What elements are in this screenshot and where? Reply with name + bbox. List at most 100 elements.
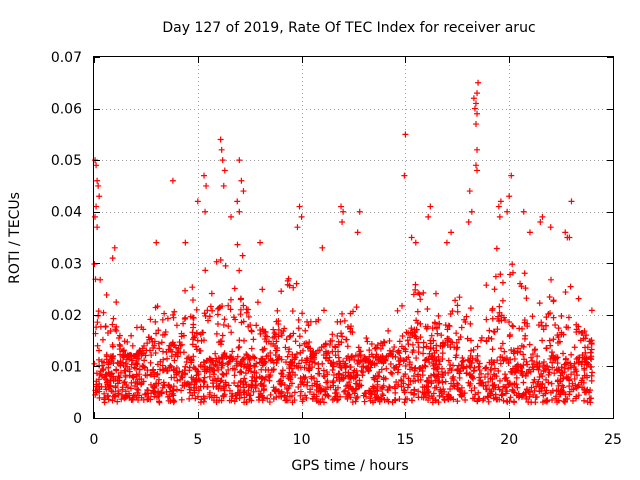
y-tick-label: 0.02 (51, 308, 82, 324)
data-point (520, 208, 527, 215)
data-point (255, 388, 262, 395)
x-tick-label: 20 (500, 432, 518, 448)
data-point (298, 213, 305, 220)
data-point (190, 353, 197, 360)
data-point (124, 338, 131, 345)
data-point (402, 131, 409, 138)
data-point (371, 391, 378, 398)
data-point (106, 385, 113, 392)
data-point (153, 239, 160, 246)
data-point (354, 393, 361, 400)
data-point (538, 370, 545, 377)
y-tick-label: 0.05 (51, 153, 82, 169)
data-point (220, 371, 227, 378)
data-point (168, 363, 175, 370)
data-point (299, 378, 306, 385)
data-point (401, 172, 408, 179)
data-point (359, 372, 366, 379)
data-point (248, 327, 255, 334)
data-point (320, 367, 327, 374)
data-point (368, 360, 375, 367)
data-point (352, 374, 359, 381)
data-point (195, 376, 202, 383)
data-point (523, 295, 530, 302)
data-point (227, 306, 234, 313)
data-point (442, 370, 449, 377)
data-point (329, 396, 336, 403)
data-point (191, 334, 198, 341)
data-point (499, 279, 506, 286)
data-point (474, 146, 481, 153)
data-point (278, 371, 285, 378)
data-point (141, 364, 148, 371)
data-point (472, 100, 479, 107)
data-point (542, 390, 549, 397)
data-point (115, 373, 122, 380)
data-point (568, 362, 575, 369)
data-point (547, 224, 554, 231)
data-point (189, 297, 196, 304)
data-point (304, 318, 311, 325)
data-point (562, 229, 569, 236)
data-point (475, 363, 482, 370)
data-point (426, 350, 433, 357)
data-point (148, 335, 155, 342)
data-point (192, 377, 199, 384)
data-point (415, 349, 422, 356)
data-point (229, 392, 236, 399)
data-point (237, 368, 244, 375)
data-point (167, 388, 174, 395)
data-point (221, 167, 228, 174)
data-point (161, 310, 168, 317)
data-point (221, 391, 228, 398)
data-point (540, 362, 547, 369)
data-point (124, 384, 131, 391)
data-point (434, 330, 441, 337)
data-point (581, 328, 588, 335)
data-point (190, 314, 197, 321)
data-point (231, 398, 238, 405)
data-point (433, 324, 440, 331)
data-point (507, 394, 514, 401)
data-point (550, 297, 557, 304)
data-point (574, 372, 581, 379)
data-point (168, 353, 175, 360)
data-point (422, 357, 429, 364)
data-point (497, 360, 504, 367)
data-point (425, 213, 432, 220)
data-point (273, 394, 280, 401)
data-point (584, 344, 591, 351)
data-point (537, 219, 544, 226)
data-point (240, 389, 247, 396)
data-point (543, 314, 550, 321)
data-point (126, 368, 133, 375)
data-point (431, 319, 438, 326)
data-point (214, 305, 221, 312)
data-point (513, 366, 520, 373)
data-point (579, 358, 586, 365)
data-point (117, 369, 124, 376)
data-point (126, 353, 133, 360)
data-point (524, 323, 531, 330)
data-point (411, 326, 418, 333)
data-point (568, 371, 575, 378)
data-point (372, 354, 379, 361)
data-point (583, 356, 590, 363)
data-point (282, 344, 289, 351)
data-point (457, 367, 464, 374)
data-point (158, 339, 165, 346)
data-point (344, 343, 351, 350)
data-point (547, 355, 554, 362)
data-point (181, 382, 188, 389)
data-point (193, 343, 200, 350)
data-point (141, 357, 148, 364)
data-point (456, 294, 463, 301)
data-point (476, 374, 483, 381)
data-point (430, 365, 437, 372)
data-point (376, 398, 383, 405)
data-point (563, 373, 570, 380)
data-point (571, 344, 578, 351)
data-point (207, 303, 214, 310)
data-point (259, 286, 266, 293)
data-point (538, 387, 545, 394)
